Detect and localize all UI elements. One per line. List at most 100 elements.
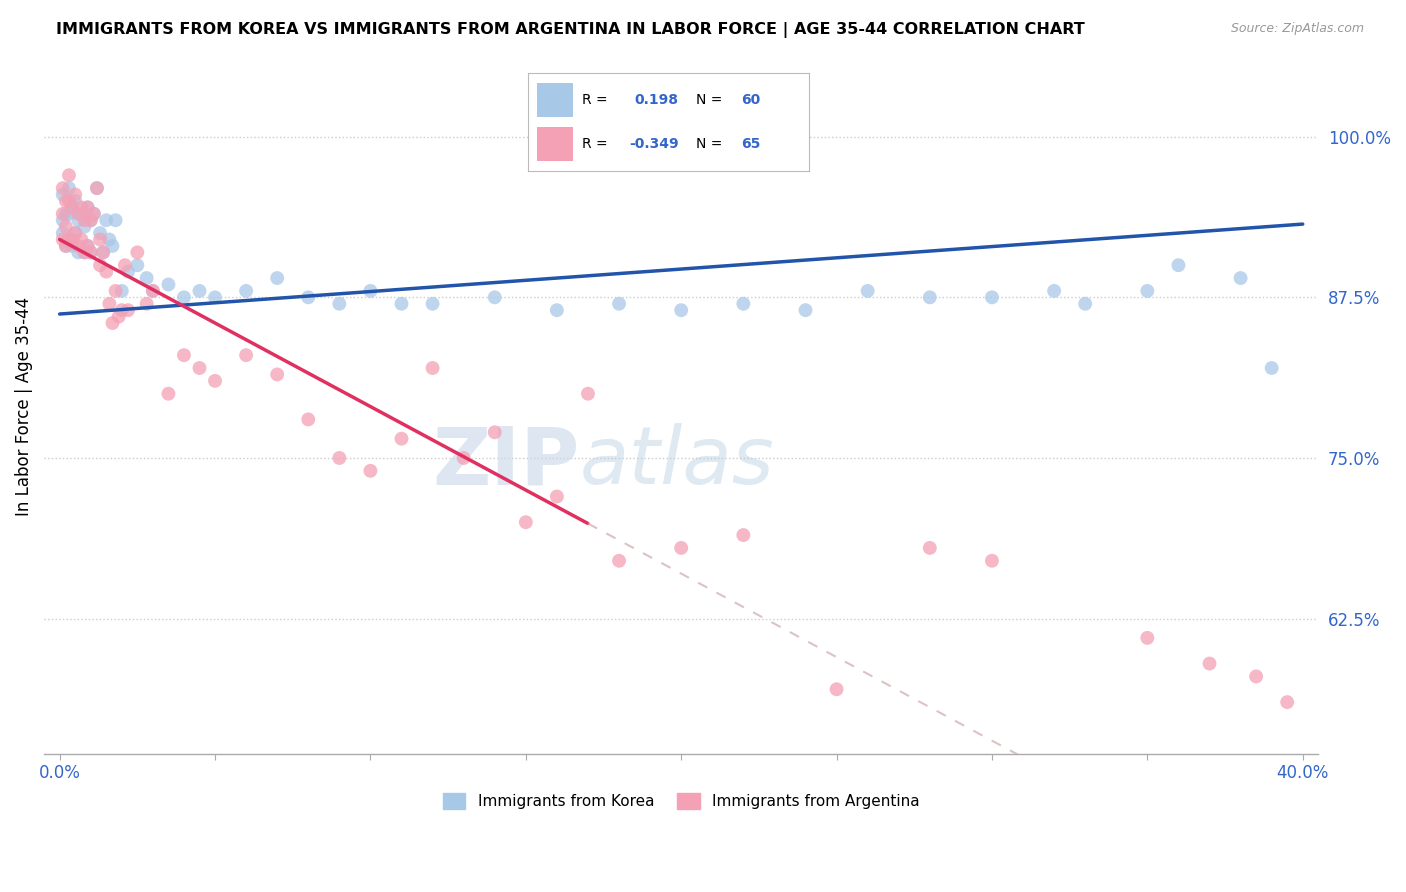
Point <box>546 490 568 504</box>
Point <box>391 297 413 311</box>
Point <box>52 181 75 195</box>
Point <box>91 245 114 260</box>
Point <box>60 233 83 247</box>
Point <box>67 207 90 221</box>
Point <box>52 226 75 240</box>
Point <box>157 277 180 292</box>
Point <box>204 290 226 304</box>
Point <box>101 239 124 253</box>
Point <box>204 374 226 388</box>
Point <box>60 239 83 253</box>
Point <box>825 682 848 697</box>
Point <box>83 207 105 221</box>
Point <box>60 200 83 214</box>
Point <box>328 450 350 465</box>
Point <box>188 361 211 376</box>
Point <box>67 213 90 227</box>
Point <box>576 386 599 401</box>
Point <box>359 284 381 298</box>
Point <box>86 181 108 195</box>
Point <box>235 284 257 298</box>
Point <box>733 297 755 311</box>
Point <box>70 233 93 247</box>
Point <box>1198 657 1220 671</box>
Point <box>70 207 93 221</box>
Point <box>63 226 86 240</box>
Point <box>607 554 630 568</box>
Point <box>111 303 134 318</box>
Point <box>104 284 127 298</box>
Point <box>67 239 90 253</box>
Point <box>127 245 149 260</box>
Point <box>58 168 80 182</box>
Point <box>76 200 98 214</box>
Point <box>794 303 817 318</box>
Point <box>58 233 80 247</box>
Point <box>89 233 111 247</box>
Point <box>918 290 941 304</box>
Point <box>73 245 96 260</box>
Point <box>104 213 127 227</box>
Point <box>80 213 103 227</box>
Point <box>135 297 157 311</box>
Text: IMMIGRANTS FROM KOREA VS IMMIGRANTS FROM ARGENTINA IN LABOR FORCE | AGE 35-44 CO: IMMIGRANTS FROM KOREA VS IMMIGRANTS FROM… <box>56 22 1085 38</box>
Point <box>453 450 475 465</box>
Point <box>60 200 83 214</box>
Point <box>52 233 75 247</box>
Point <box>484 290 506 304</box>
Point <box>91 245 114 260</box>
Text: atlas: atlas <box>579 423 775 501</box>
Point <box>76 239 98 253</box>
Point <box>55 207 77 221</box>
Point <box>58 194 80 208</box>
Point <box>266 271 288 285</box>
Point <box>101 316 124 330</box>
Point <box>73 245 96 260</box>
Point <box>328 297 350 311</box>
Point <box>733 528 755 542</box>
Text: ZIP: ZIP <box>432 423 579 501</box>
Point <box>58 207 80 221</box>
Point <box>669 303 692 318</box>
Point <box>73 213 96 227</box>
Point <box>173 290 195 304</box>
Point <box>76 239 98 253</box>
Point <box>515 515 537 529</box>
Point <box>359 464 381 478</box>
Point <box>58 233 80 247</box>
Point <box>55 219 77 234</box>
Point <box>117 265 139 279</box>
Point <box>135 271 157 285</box>
Point <box>157 386 180 401</box>
Point <box>89 226 111 240</box>
Point <box>52 213 75 227</box>
Legend: Immigrants from Korea, Immigrants from Argentina: Immigrants from Korea, Immigrants from A… <box>436 787 927 815</box>
Point <box>96 213 118 227</box>
Point <box>188 284 211 298</box>
Point <box>1074 297 1097 311</box>
Point <box>80 245 103 260</box>
Point <box>173 348 195 362</box>
Point <box>918 541 941 555</box>
Point <box>70 200 93 214</box>
Point <box>235 348 257 362</box>
Point <box>63 187 86 202</box>
Point <box>80 213 103 227</box>
Point <box>391 432 413 446</box>
Point <box>1136 284 1159 298</box>
Point <box>856 284 879 298</box>
Point <box>981 554 1004 568</box>
Point <box>83 207 105 221</box>
Point <box>111 284 134 298</box>
Point <box>1260 361 1282 376</box>
Point <box>422 297 444 311</box>
Point <box>669 541 692 555</box>
Point <box>73 219 96 234</box>
Point <box>422 361 444 376</box>
Text: Source: ZipAtlas.com: Source: ZipAtlas.com <box>1230 22 1364 36</box>
Point <box>1136 631 1159 645</box>
Point <box>55 239 77 253</box>
Point <box>63 194 86 208</box>
Point <box>297 412 319 426</box>
Point <box>1277 695 1299 709</box>
